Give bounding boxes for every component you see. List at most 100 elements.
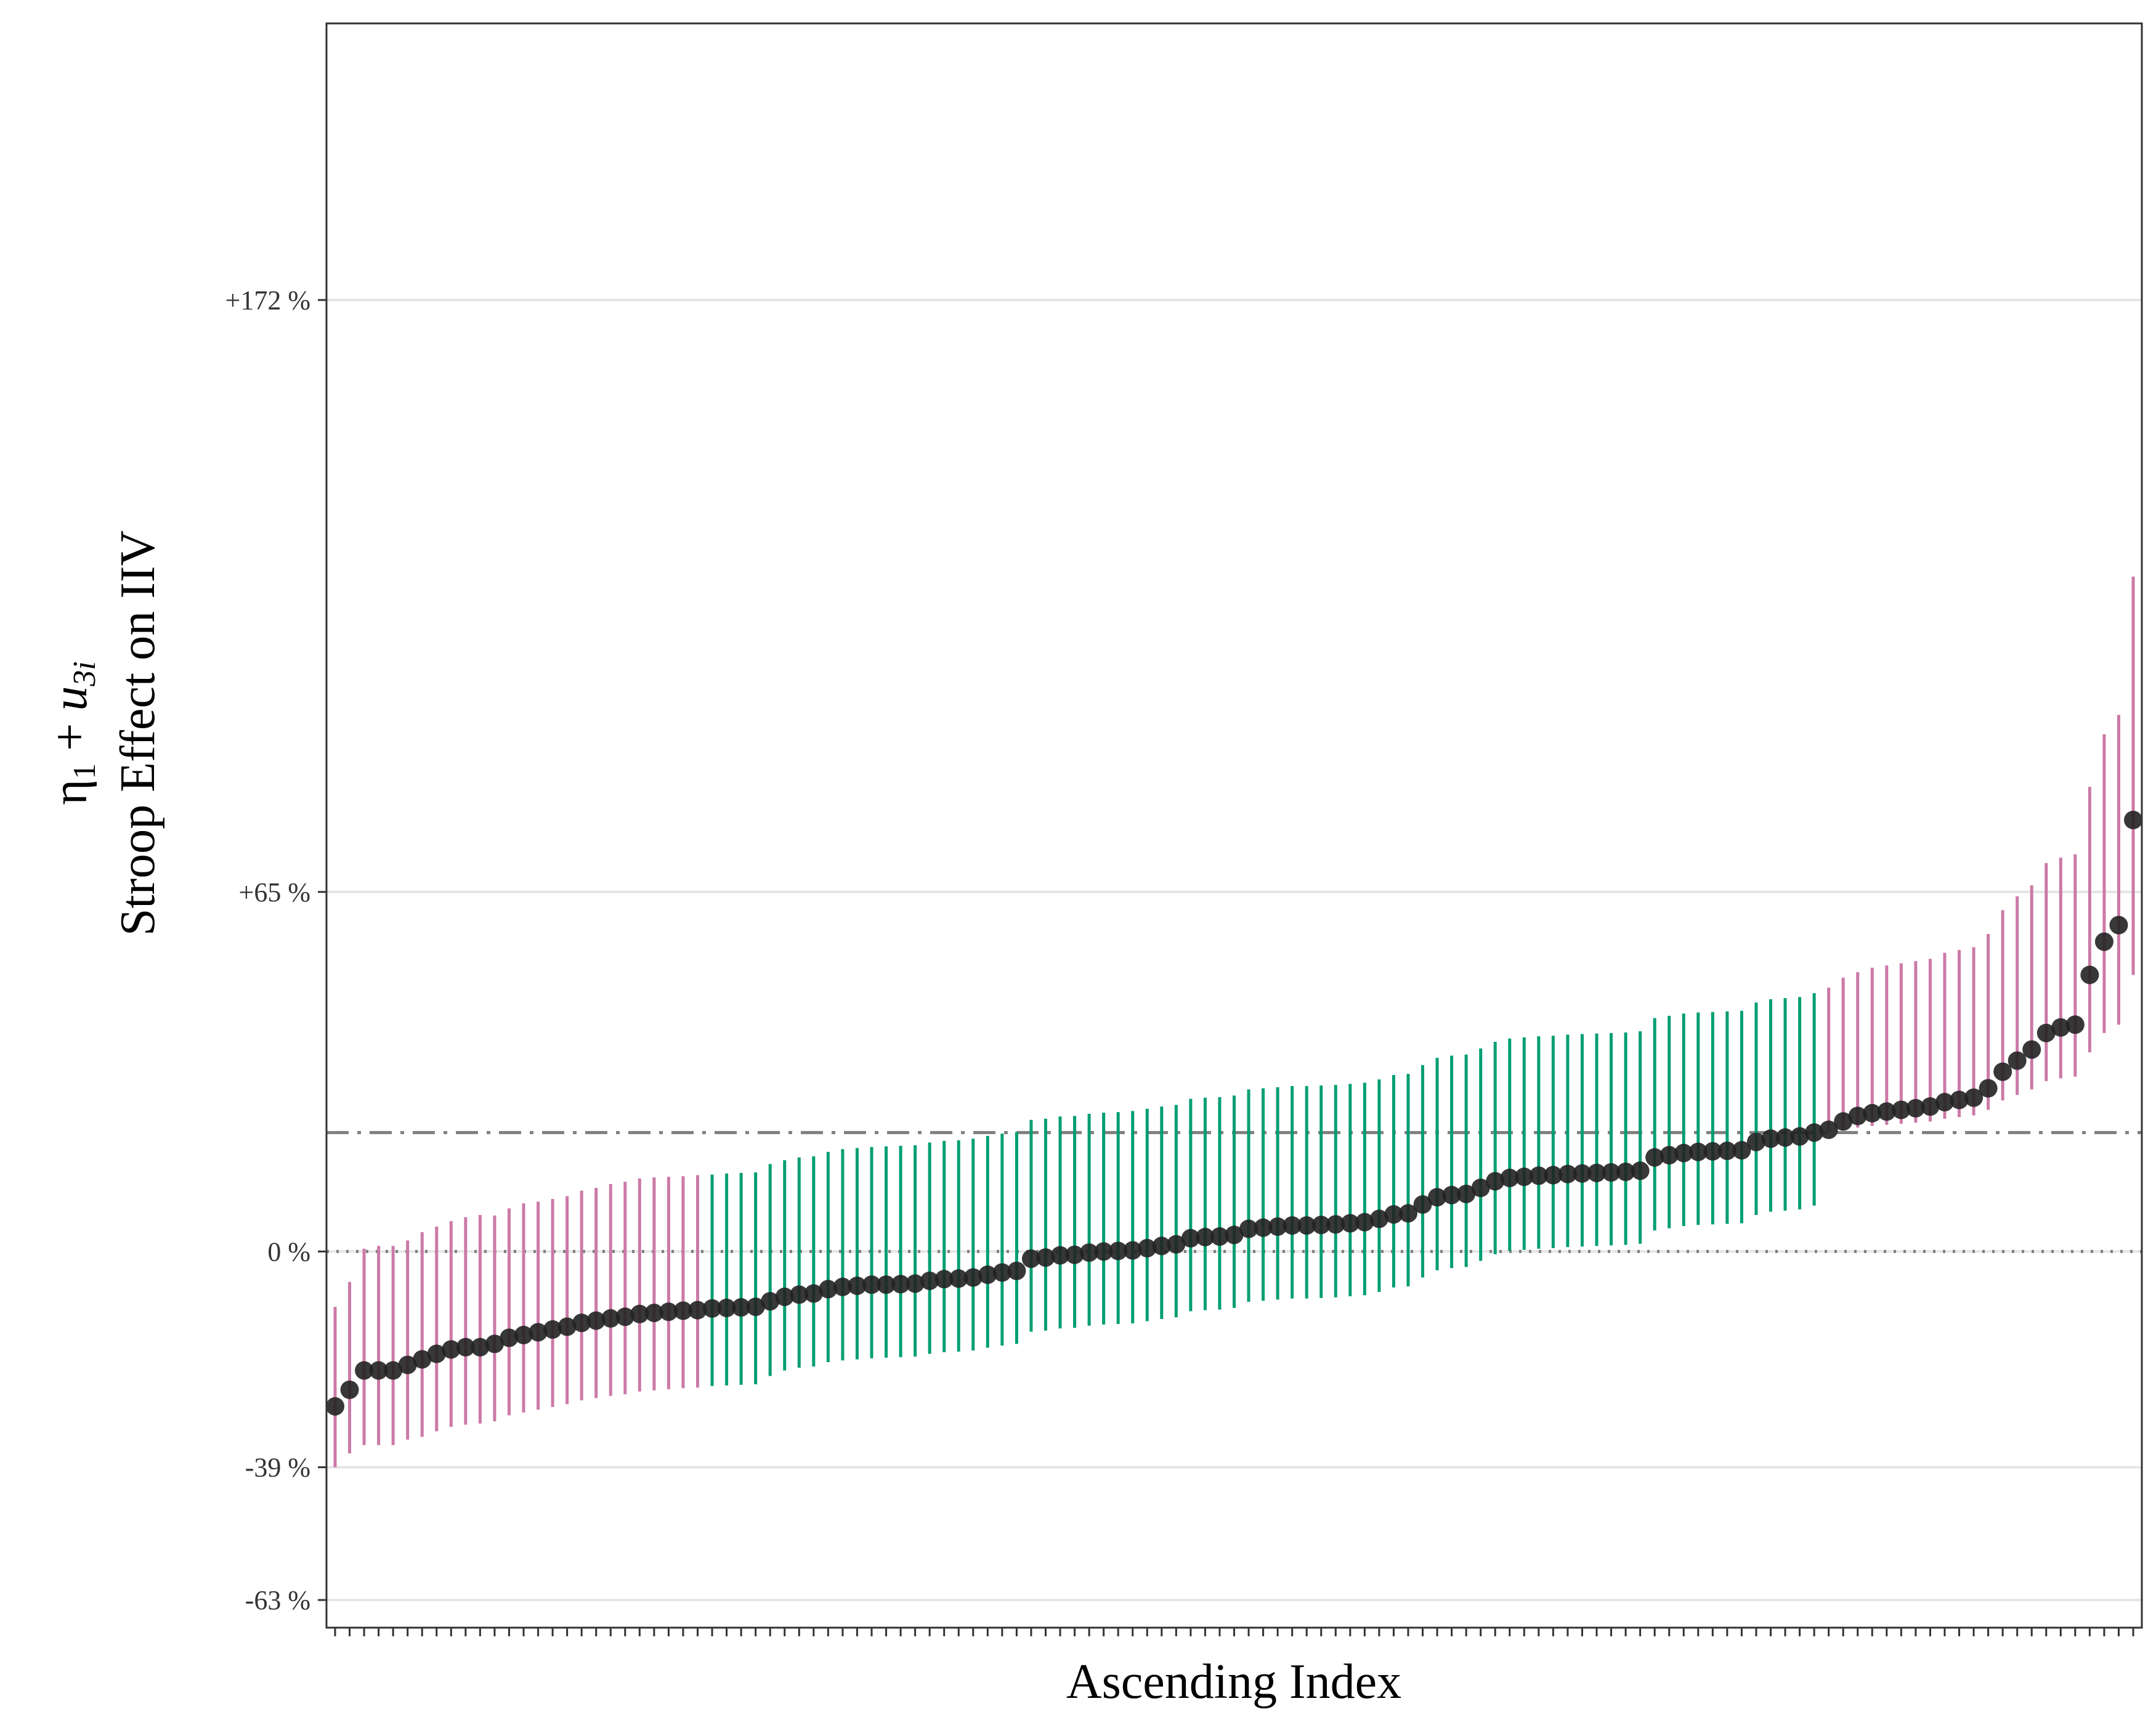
estimate-point — [1776, 1128, 1795, 1147]
estimate-point — [615, 1307, 634, 1326]
estimate-point — [848, 1276, 867, 1296]
y-tick-label: -39 % — [245, 1453, 310, 1483]
estimate-point — [471, 1337, 490, 1357]
estimate-point — [1732, 1141, 1751, 1160]
estimate-point — [1993, 1062, 2012, 1081]
estimate-point — [355, 1361, 374, 1380]
estimate-point — [790, 1285, 809, 1304]
estimate-point — [1877, 1102, 1896, 1121]
estimate-point — [543, 1320, 562, 1339]
estimate-point — [2036, 1023, 2056, 1042]
estimate-point — [891, 1275, 910, 1294]
estimate-point — [427, 1344, 446, 1363]
estimate-point — [1717, 1141, 1737, 1160]
estimate-points — [326, 811, 2142, 1416]
x-axis-ticks — [334, 1628, 2134, 1636]
eta-symbol: η — [43, 779, 97, 805]
estimate-point — [485, 1334, 504, 1354]
estimate-point — [1761, 1129, 1780, 1148]
estimate-point — [398, 1355, 417, 1374]
estimate-point — [949, 1269, 968, 1288]
estimate-point — [442, 1340, 461, 1359]
estimate-point — [1036, 1248, 1055, 1267]
estimate-point — [1500, 1168, 1519, 1187]
estimate-point — [804, 1284, 823, 1303]
estimate-point — [1021, 1249, 1040, 1268]
estimate-point — [1587, 1163, 1607, 1182]
estimate-point — [1848, 1106, 1867, 1126]
estimate-point — [340, 1380, 359, 1399]
estimate-point — [1442, 1185, 1461, 1204]
estimate-point — [703, 1299, 722, 1318]
estimate-point — [2080, 965, 2099, 984]
estimate-point — [1703, 1142, 1722, 1161]
estimate-point — [833, 1277, 852, 1296]
estimate-point — [1645, 1148, 1664, 1167]
estimate-point — [601, 1309, 620, 1328]
estimate-point — [992, 1263, 1011, 1282]
estimate-point — [1283, 1216, 1302, 1235]
estimate-point — [1413, 1195, 1432, 1214]
y-axis-title-line2: Stroop Effect on IIV — [111, 530, 165, 936]
estimate-point — [1515, 1167, 1534, 1187]
estimate-point — [978, 1265, 997, 1285]
estimate-point — [1892, 1100, 1911, 1119]
estimate-point — [746, 1297, 765, 1317]
eta-subscript: 1 — [67, 763, 102, 779]
estimate-point — [1384, 1205, 1403, 1224]
estimate-point — [1688, 1142, 1708, 1161]
estimate-point — [761, 1292, 780, 1311]
estimate-point — [456, 1337, 475, 1357]
estimate-point — [1340, 1214, 1360, 1233]
y-tick-label: 0 % — [267, 1236, 310, 1267]
estimate-point — [1065, 1245, 1084, 1264]
estimate-point — [906, 1274, 925, 1293]
estimate-point — [1094, 1242, 1113, 1261]
estimate-point — [1979, 1079, 1998, 1098]
estimate-point — [1558, 1164, 1577, 1183]
estimate-point — [529, 1323, 548, 1342]
estimate-point — [2022, 1040, 2041, 1059]
estimate-point — [862, 1275, 881, 1294]
estimate-point — [1805, 1123, 1824, 1142]
estimate-point — [1268, 1217, 1287, 1236]
estimate-point — [1674, 1143, 1693, 1163]
estimate-point — [586, 1311, 606, 1330]
estimate-point — [688, 1301, 707, 1320]
estimate-point — [1819, 1120, 1838, 1139]
estimate-point — [732, 1298, 751, 1317]
estimate-point — [1544, 1166, 1563, 1185]
estimate-point — [1863, 1103, 1882, 1122]
estimate-point — [369, 1361, 388, 1380]
estimate-point — [1471, 1179, 1490, 1198]
y-tick-label: +172 % — [225, 285, 310, 315]
u-symbol: u — [43, 686, 97, 711]
estimate-point — [2109, 915, 2128, 935]
estimate-point — [1573, 1164, 1592, 1183]
estimate-point — [1152, 1236, 1171, 1256]
estimate-point — [1616, 1163, 1635, 1182]
estimate-point — [673, 1301, 692, 1320]
estimate-point — [1790, 1127, 1809, 1146]
y-axis-title: η1 + u3i Stroop Effect on IIV — [43, 530, 165, 936]
estimate-point — [1080, 1243, 1099, 1262]
estimate-point — [413, 1350, 432, 1369]
estimate-point — [775, 1288, 794, 1307]
estimate-point — [1428, 1188, 1447, 1207]
estimate-point — [1297, 1216, 1316, 1235]
estimate-point — [1326, 1215, 1345, 1234]
estimate-point — [1964, 1088, 1984, 1107]
estimate-point — [2008, 1051, 2027, 1070]
estimate-point — [1355, 1212, 1374, 1232]
estimate-point — [920, 1271, 939, 1290]
estimate-point — [1007, 1261, 1026, 1280]
estimate-point — [1210, 1227, 1229, 1246]
y-axis-title-line1: η1 + u3i — [43, 661, 102, 805]
estimate-point — [2051, 1018, 2070, 1037]
estimate-point — [1123, 1241, 1142, 1260]
estimate-point — [1138, 1239, 1157, 1258]
estimate-point — [2065, 1015, 2085, 1034]
estimate-point — [1906, 1098, 1925, 1118]
y-axis-ticks: +172 % +65 % 0 % -39 % -63 % — [225, 285, 326, 1615]
